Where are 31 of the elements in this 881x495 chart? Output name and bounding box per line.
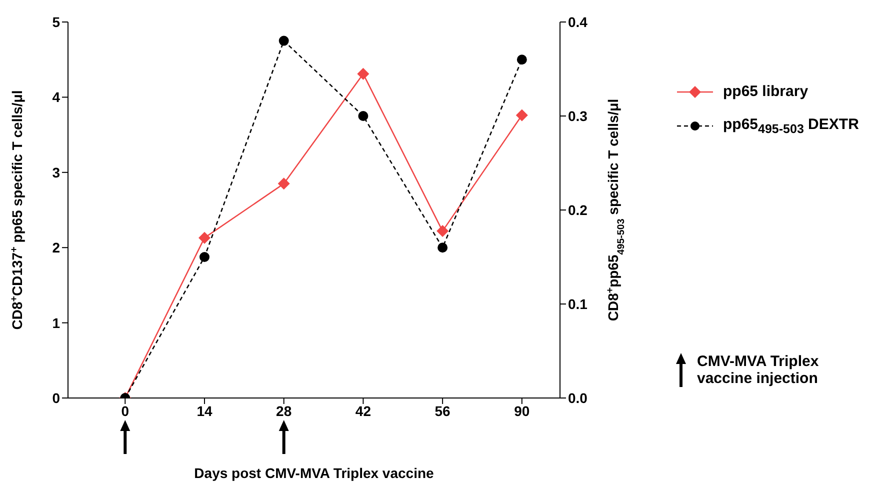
point (278, 36, 289, 46)
x-tick-label: 56 (434, 402, 451, 419)
y-tick-label: 1 (52, 314, 60, 331)
point (357, 68, 370, 80)
point (198, 232, 210, 244)
legend-label: pp65$_{495-503}$ DEXTR (723, 116, 859, 136)
x-tick-label: 42 (355, 402, 372, 419)
y-tick-label: 2 (52, 240, 60, 256)
y2-tick-label: 0.3 (568, 108, 588, 124)
text: CMV-MVA Triplex vaccine injection (697, 353, 820, 387)
point (199, 252, 210, 262)
y-tick-label: 0 (52, 390, 60, 406)
x-axis-title: Days post CMV-MVA Triplex vaccine (194, 465, 434, 481)
x-tick-label: 14 (196, 402, 212, 419)
point (516, 109, 528, 122)
point (438, 242, 448, 253)
x-tick-label: 28 (276, 402, 292, 419)
y-tick-label: 4 (52, 89, 60, 106)
y-tick-label: 5 (52, 14, 60, 30)
point (358, 111, 368, 121)
legend-label: pp65 library (723, 83, 808, 100)
x-tick-label: 0 (121, 402, 130, 419)
point (516, 54, 527, 65)
point (278, 178, 290, 190)
x-tick-label: 90 (514, 402, 530, 419)
y2-tick-label: 0.1 (568, 296, 588, 312)
y2-tick-label: 0.4 (568, 14, 588, 30)
y-tick-label: 3 (52, 164, 60, 180)
y2-tick-label: 0.0 (568, 390, 588, 406)
point (436, 225, 449, 238)
y2-tick-label: 0.2 (568, 202, 588, 218)
